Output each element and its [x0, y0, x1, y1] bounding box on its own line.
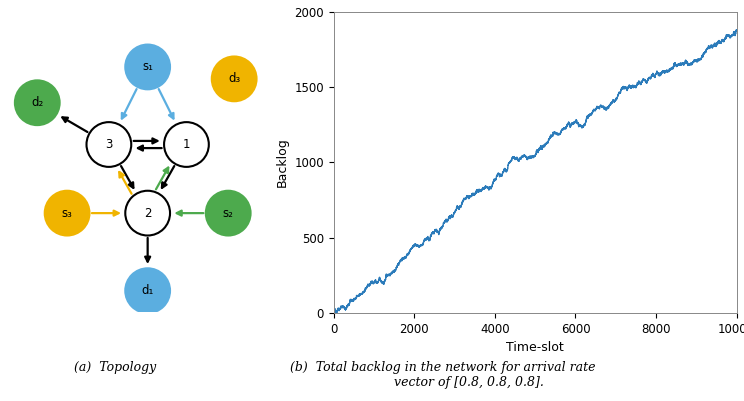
Circle shape	[86, 122, 131, 167]
Text: d₃: d₃	[228, 72, 240, 85]
Y-axis label: Backlog: Backlog	[276, 138, 289, 187]
Text: 3: 3	[105, 138, 112, 151]
Text: 2: 2	[144, 207, 152, 220]
Text: d₂: d₂	[31, 96, 43, 109]
Text: s₂: s₂	[222, 207, 234, 220]
Text: 1: 1	[183, 138, 190, 151]
Text: d₁: d₁	[141, 284, 154, 297]
Circle shape	[45, 191, 89, 235]
Text: s₁: s₁	[142, 61, 153, 73]
Circle shape	[206, 191, 251, 235]
Circle shape	[212, 57, 257, 101]
Text: (b)  Total backlog in the network for arrival rate
             vector of [0.8, : (b) Total backlog in the network for arr…	[290, 361, 595, 389]
Text: (a)  Topology: (a) Topology	[74, 361, 156, 374]
Circle shape	[164, 122, 209, 167]
X-axis label: Time-slot: Time-slot	[507, 341, 564, 354]
Circle shape	[125, 45, 170, 89]
Circle shape	[15, 80, 60, 125]
Circle shape	[125, 191, 170, 235]
Text: s₃: s₃	[62, 207, 73, 220]
Circle shape	[125, 268, 170, 313]
